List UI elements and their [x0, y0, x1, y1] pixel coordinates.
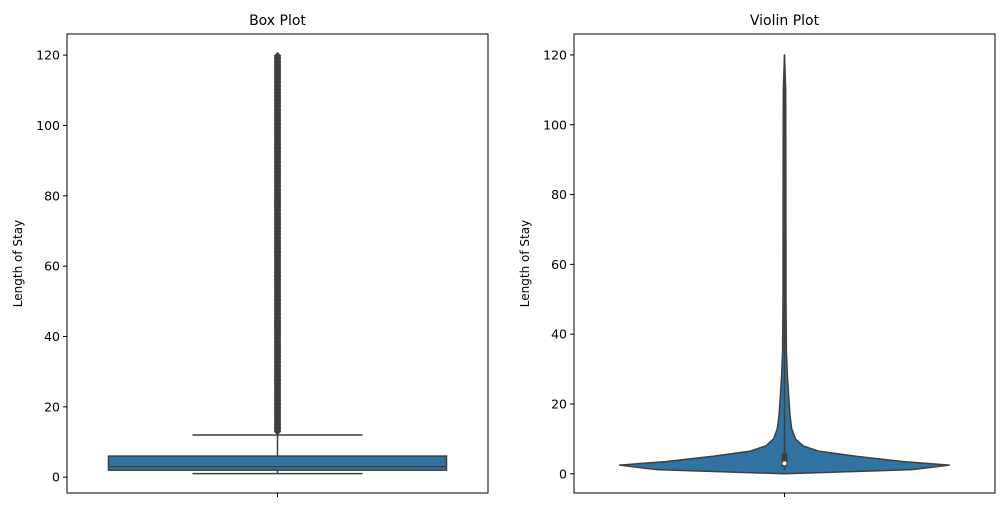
box-plot-outlier-point: [273, 52, 282, 60]
violin-plot-y-tick-label: 60: [551, 257, 567, 272]
box-plot-title: Box Plot: [249, 13, 306, 29]
box-plot-panel: Box Plot Length of Stay 0 20 40 60 80 100 120: [11, 13, 489, 497]
violin-plot-y-ticks: 0 20 40 60 80 100 120: [543, 47, 785, 497]
violin-plot-y-tick-label: 120: [543, 47, 567, 62]
violin-plot-marks: [618, 54, 951, 475]
box-plot-marks: [107, 52, 448, 475]
box-plot-outliers: [273, 52, 282, 436]
violin-plot-title: Violin Plot: [750, 13, 820, 29]
violin-plot-panel: Violin Plot Length of Stay 0 20 40 60 80 100 1…: [518, 13, 996, 497]
violin-plot-y-tick-label: 100: [543, 117, 567, 132]
violin-plot-inner-box: [781, 452, 788, 467]
box-plot-y-tick-label: 80: [44, 188, 60, 203]
violin-plot-y-tick-label: 0: [559, 466, 567, 481]
box-plot-box: [107, 455, 448, 471]
box-plot-y-tick-label: 0: [52, 470, 60, 485]
box-plot-y-tick-label: 40: [44, 329, 60, 344]
box-plot-y-tick-label: 120: [36, 48, 60, 63]
box-plot-y-tick-label: 60: [44, 259, 60, 274]
box-plot-y-axis-label: Length of Stay: [11, 220, 25, 307]
box-plot-y-ticks: 0 20 40 60 80 100 120: [36, 48, 278, 497]
violin-plot-y-axis-label: Length of Stay: [518, 220, 532, 307]
violin-plot-y-tick-label: 40: [551, 327, 567, 342]
box-plot-y-tick-label: 100: [36, 118, 60, 133]
violin-plot-y-tick-label: 80: [551, 187, 567, 202]
violin-plot-y-tick-label: 20: [551, 396, 567, 411]
violin-plot-median-dot: [782, 461, 787, 466]
box-plot-y-tick-label: 20: [44, 399, 60, 414]
